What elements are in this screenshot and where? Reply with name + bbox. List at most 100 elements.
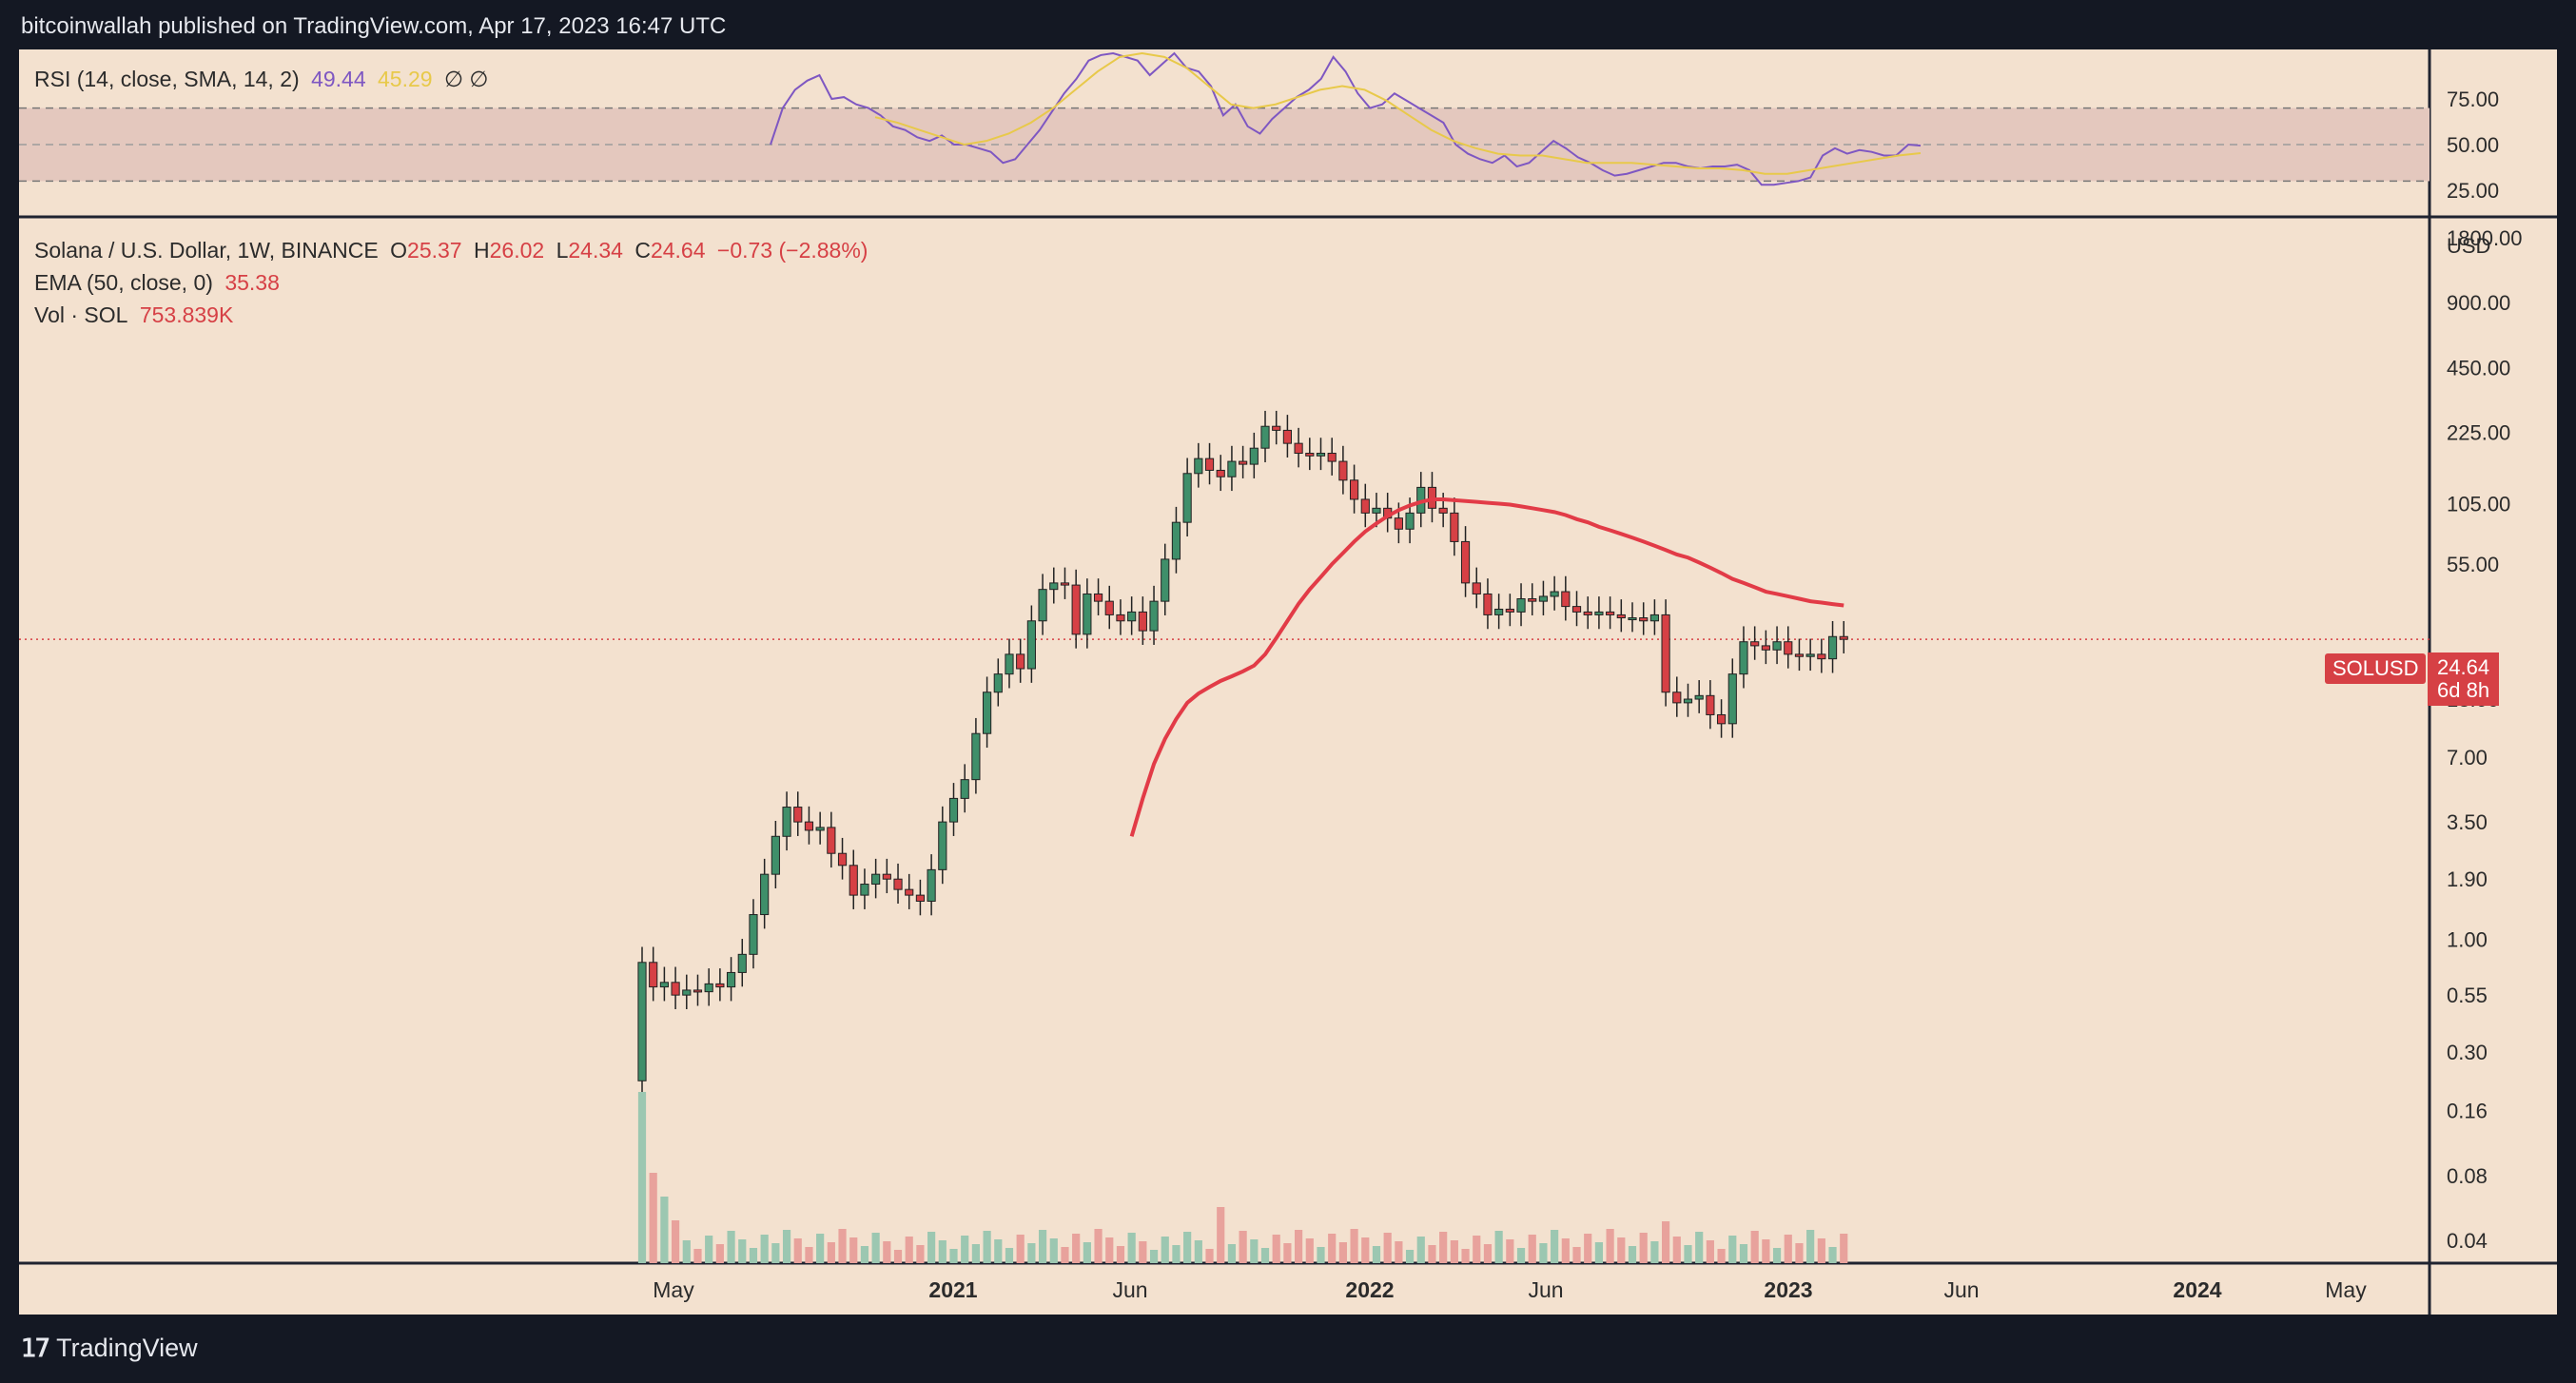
candle-body <box>827 827 836 854</box>
volume-bar <box>1572 1247 1581 1263</box>
volume-bar <box>1473 1236 1481 1263</box>
volume-bar <box>1450 1240 1458 1263</box>
volume-bar <box>1717 1249 1726 1263</box>
tradingview-footer[interactable]: 𝟣𝟩 TradingView <box>21 1334 198 1363</box>
candle-body <box>1038 589 1047 622</box>
volume-bar <box>1828 1247 1837 1263</box>
volume-bar <box>1061 1247 1069 1263</box>
candle-body <box>1794 653 1805 657</box>
candle-body <box>1817 653 1826 660</box>
volume-bar <box>1661 1221 1670 1263</box>
price-tick-label: 1800.00 <box>2447 226 2523 250</box>
rsi-tick-label: 75.00 <box>2447 88 2499 111</box>
volume-bar <box>1005 1248 1014 1263</box>
volume-bar <box>1706 1240 1714 1263</box>
volume-bar <box>1750 1231 1759 1263</box>
candle-body <box>1550 591 1559 597</box>
candle-body <box>1149 600 1159 632</box>
price-tick-label: 450.00 <box>2447 356 2510 380</box>
candle-body <box>1282 429 1293 444</box>
candle-body <box>882 873 891 880</box>
volume-bar <box>705 1236 713 1263</box>
price-tick-label: 0.30 <box>2447 1041 2488 1064</box>
rsi-tick-label: 50.00 <box>2447 133 2499 157</box>
volume-bar <box>871 1233 880 1263</box>
volume-bar <box>1027 1243 1036 1263</box>
volume-bar <box>1260 1248 1270 1263</box>
volume-bar <box>1016 1235 1025 1263</box>
candle-body <box>1628 617 1637 621</box>
price-tick-label: 0.55 <box>2447 984 2488 1007</box>
volume-bar <box>1551 1230 1559 1263</box>
price-tick-label: 55.00 <box>2447 553 2499 576</box>
candle-body <box>1505 608 1514 613</box>
volume-bar <box>860 1246 869 1263</box>
volume-bar <box>805 1247 813 1263</box>
volume-bar <box>1695 1232 1704 1263</box>
volume-bar <box>1227 1244 1237 1263</box>
candle-body <box>893 878 903 890</box>
volume-bar <box>782 1230 791 1263</box>
candle-body <box>1071 584 1081 635</box>
volume-bar <box>1617 1237 1626 1263</box>
time-tick-label: Jun <box>1943 1277 1979 1302</box>
volume-bar <box>893 1250 903 1263</box>
tradingview-logo-icon: 𝟣𝟩 <box>21 1334 50 1362</box>
candle-body <box>1272 425 1281 431</box>
candle-body <box>1104 600 1114 615</box>
volume-bar <box>1317 1247 1325 1263</box>
time-tick-label: May <box>653 1277 694 1302</box>
candle-body <box>1528 598 1537 602</box>
candle-body <box>749 914 758 955</box>
price-tick-label: 3.50 <box>2447 810 2488 834</box>
candle-body <box>1606 611 1615 615</box>
volume-bar <box>1806 1230 1815 1263</box>
volume-bar <box>1405 1250 1415 1263</box>
rsi-tick-label: 25.00 <box>2447 179 2499 203</box>
candle-body <box>1016 653 1025 670</box>
volume-bar <box>749 1248 758 1263</box>
candle-body <box>960 779 969 799</box>
candle-body <box>1194 458 1203 475</box>
candle-body <box>715 983 725 988</box>
candle-body <box>693 989 703 993</box>
candle-body <box>1171 521 1181 560</box>
volume-bar <box>1684 1245 1692 1263</box>
candle-body <box>1327 453 1337 462</box>
volume-bar <box>1784 1235 1792 1263</box>
candle-body <box>1216 469 1225 477</box>
volume-bar <box>838 1229 847 1263</box>
chart-area[interactable] <box>19 49 2557 1315</box>
volume-bar <box>1183 1232 1192 1263</box>
candle-body <box>1083 593 1092 635</box>
candle-body <box>1827 635 1838 660</box>
candle-body <box>1694 694 1704 700</box>
price-badge-value: 24.64 <box>2437 655 2490 679</box>
candle-body <box>837 852 848 867</box>
candle-body <box>1571 606 1582 613</box>
candle-body <box>1494 608 1504 615</box>
candle-body <box>1716 713 1727 725</box>
candle-body <box>849 865 858 896</box>
candle-body <box>1784 641 1793 655</box>
symbol-badge: SOLUSD <box>2325 653 2427 684</box>
candle-body <box>1049 582 1059 591</box>
volume-bar <box>1272 1235 1280 1263</box>
candle-body <box>804 821 814 831</box>
volume-bar <box>1516 1248 1526 1263</box>
volume-bar <box>1205 1249 1214 1263</box>
volume-bar <box>1762 1239 1770 1263</box>
volume-bar <box>1239 1231 1247 1263</box>
candle-body <box>782 807 791 837</box>
volume-bar <box>1361 1237 1370 1263</box>
candle-body <box>905 888 914 896</box>
volume-bar <box>1539 1243 1548 1263</box>
rsi-sma-line <box>874 51 1922 175</box>
candle-body <box>1127 611 1137 622</box>
volume-bar <box>1840 1234 1848 1263</box>
candle-body <box>1316 453 1326 457</box>
volume-bar <box>1461 1249 1470 1263</box>
candle-body <box>1204 458 1215 471</box>
volume-bar <box>771 1243 780 1263</box>
